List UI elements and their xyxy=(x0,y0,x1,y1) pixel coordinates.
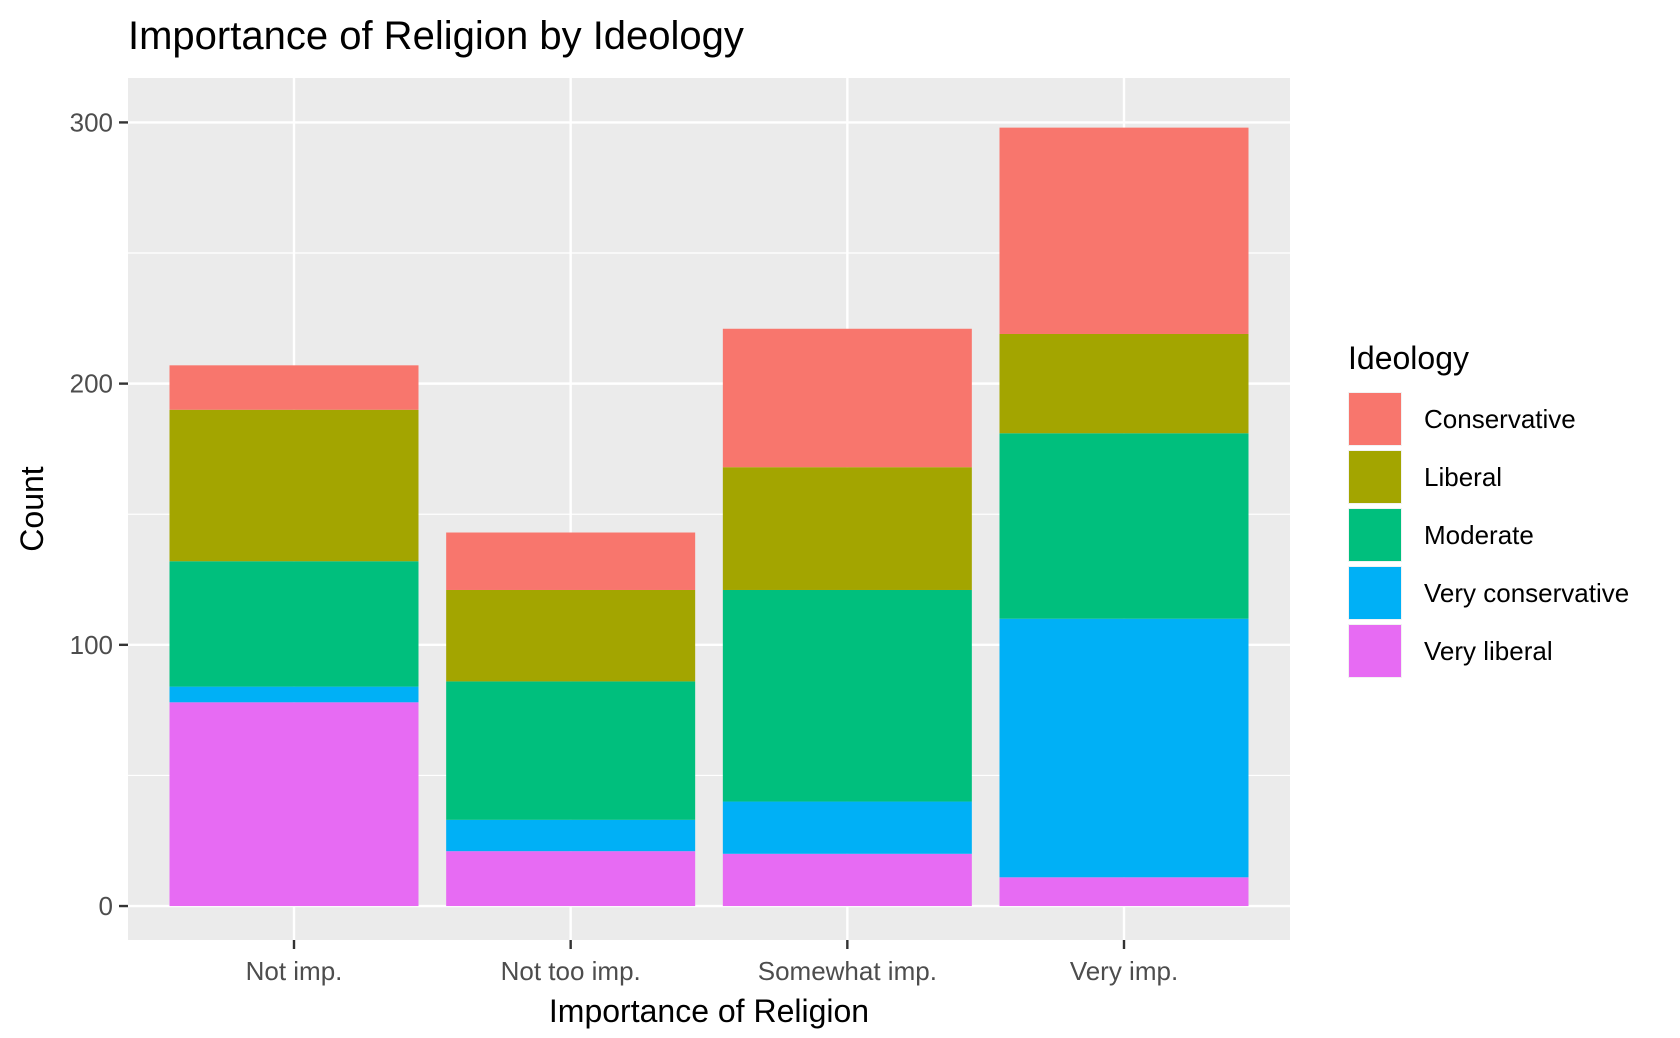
legend: Ideology Conservative Liberal Moderate Very… xyxy=(1348,340,1629,678)
bar-segment-liberal xyxy=(1000,334,1249,433)
bar-segment-conservative xyxy=(170,365,419,409)
legend-item-label: Moderate xyxy=(1424,520,1534,550)
y-tick-label: 100 xyxy=(70,630,113,660)
bar-segment-very-conservative xyxy=(723,802,972,854)
bar-segment-liberal xyxy=(170,410,419,562)
bar-segment-moderate xyxy=(446,681,695,819)
y-axis-title: Count xyxy=(14,466,50,552)
y-tick-label: 300 xyxy=(70,107,113,137)
legend-item-label: Conservative xyxy=(1424,404,1576,434)
x-tick-label: Very imp. xyxy=(1070,956,1178,986)
chart-title: Importance of Religion by Ideology xyxy=(128,14,744,58)
bar-segment-liberal xyxy=(446,590,695,681)
stacked-bar-chart: Importance of Religion by Ideology 0 100 2… xyxy=(0,0,1680,1038)
bar-segment-very-liberal xyxy=(723,854,972,906)
bar-segment-moderate xyxy=(170,561,419,686)
bar-segment-very-liberal xyxy=(1000,877,1249,906)
x-tick-label: Not too imp. xyxy=(501,956,641,986)
legend-key-swatch xyxy=(1349,567,1401,619)
legend-item-label: Very conservative xyxy=(1424,578,1629,608)
bar-segment-very-liberal xyxy=(170,702,419,906)
legend-item-label: Liberal xyxy=(1424,462,1502,492)
x-axis: Not imp. Not too imp. Somewhat imp. Very im… xyxy=(246,940,1179,986)
legend-key-swatch xyxy=(1349,393,1401,445)
bar-segment-very-conservative xyxy=(1000,619,1249,878)
y-tick-label: 0 xyxy=(99,891,113,921)
bar-segment-moderate xyxy=(723,590,972,802)
legend-key-swatch xyxy=(1349,625,1401,677)
bar-segment-very-liberal xyxy=(446,851,695,906)
legend-title: Ideology xyxy=(1348,340,1469,376)
y-axis: 0 100 200 300 xyxy=(70,107,128,921)
x-tick-label: Not imp. xyxy=(246,956,343,986)
legend-key-swatch xyxy=(1349,451,1401,503)
bar-segment-very-conservative xyxy=(446,820,695,851)
y-tick-label: 200 xyxy=(70,369,113,399)
bar-segment-conservative xyxy=(446,533,695,590)
bar-segment-liberal xyxy=(723,467,972,590)
legend-item-label: Very liberal xyxy=(1424,636,1553,666)
bar-segment-conservative xyxy=(1000,128,1249,334)
bar-segment-very-conservative xyxy=(170,687,419,703)
bar-segment-conservative xyxy=(723,329,972,467)
x-axis-title: Importance of Religion xyxy=(549,993,869,1029)
bar-segment-moderate xyxy=(1000,433,1249,618)
x-tick-label: Somewhat imp. xyxy=(758,956,937,986)
legend-key-swatch xyxy=(1349,509,1401,561)
